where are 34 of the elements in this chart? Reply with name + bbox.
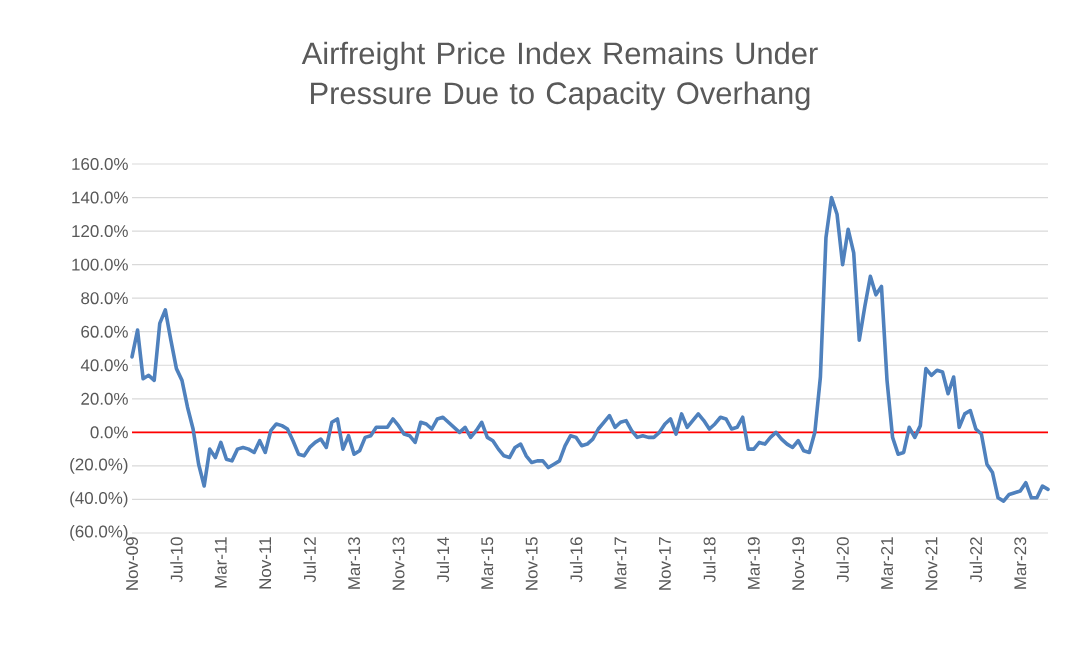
- x-tick-label: Jul-18: [703, 537, 716, 583]
- x-tick-label: Nov-19: [792, 537, 805, 590]
- x-tick-label: Nov-17: [659, 537, 671, 590]
- y-tick-label: (40.0%): [70, 491, 128, 508]
- y-tick-label: (60.0%): [70, 525, 128, 541]
- x-tick-label: Nov-11: [259, 537, 272, 589]
- chart-title: Airfreight Price Index Remains Under Pressure Due to Capacity Overhang: [301, 41, 818, 111]
- x-tick-label: Nov-09: [126, 537, 139, 590]
- x-tick-label: Mar-17: [614, 537, 627, 589]
- x-tick-label: Jul-12: [303, 537, 316, 583]
- x-tick-label: Jul-22: [969, 537, 983, 583]
- x-tick-label: Nov-13: [392, 537, 405, 590]
- x-tick-label: Jul-16: [569, 537, 583, 583]
- x-tick-label: Mar-23: [1014, 537, 1027, 589]
- y-tick-label: 60.0%: [81, 325, 128, 338]
- y-tick-label: 80.0%: [81, 292, 128, 305]
- x-tick-label: Nov-15: [525, 537, 538, 590]
- x-tick-label: Jul-10: [170, 537, 183, 583]
- x-tick-label: Mar-19: [747, 537, 760, 589]
- y-tick-label: 120.0%: [72, 225, 128, 238]
- x-tick-label: Nov-21: [925, 537, 938, 590]
- y-tick-label: 100.0%: [72, 258, 128, 271]
- y-tick-label: 40.0%: [80, 359, 128, 372]
- x-tick-label: Mar-21: [881, 537, 894, 589]
- x-tick-label: Mar-15: [481, 537, 494, 589]
- y-tick-label: 0.0%: [90, 426, 128, 439]
- y-tick-label: 140.0%: [72, 191, 128, 204]
- y-tick-label: 160.0%: [72, 157, 128, 170]
- y-tick-label: 20.0%: [81, 392, 128, 405]
- x-tick-label: Mar-13: [348, 537, 361, 589]
- x-tick-label: Jul-20: [836, 537, 849, 583]
- x-tick-label: Jul-14: [436, 537, 450, 583]
- x-tick-label: Mar-11: [214, 537, 227, 588]
- y-tick-label: (20.0%): [70, 458, 128, 474]
